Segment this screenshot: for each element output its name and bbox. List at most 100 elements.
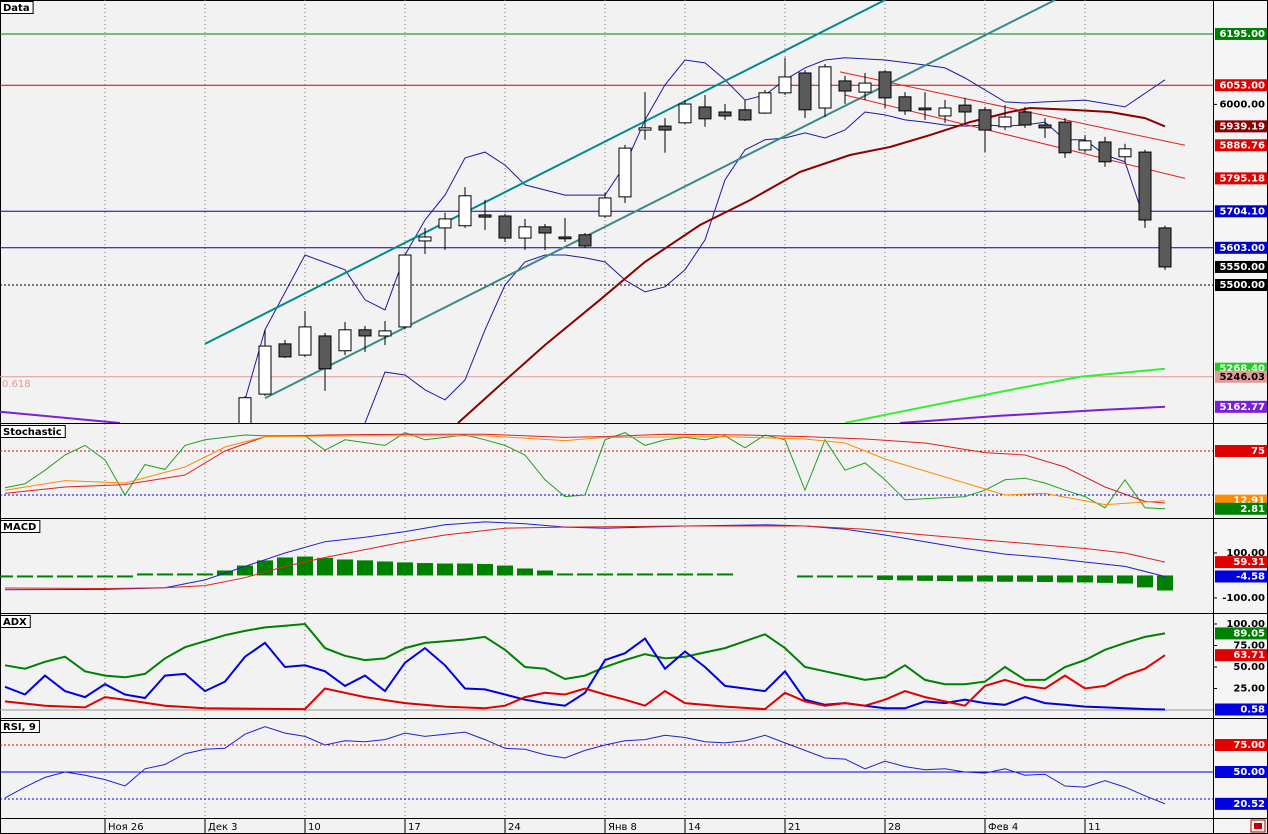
candle-body — [638, 127, 652, 131]
price-tag — [1215, 139, 1267, 152]
candle-body — [998, 116, 1012, 128]
price-tag — [1215, 502, 1267, 515]
histogram-bar — [957, 575, 973, 582]
histogram-bar — [0, 575, 13, 578]
histogram-bar — [337, 559, 353, 576]
indicator-line — [4, 622, 1166, 686]
indicator-line — [244, 57, 1166, 401]
x-tick-label: 28 — [888, 822, 901, 833]
price-tag-label: 5704.10 — [1219, 206, 1265, 217]
x-tick-label: Ноя 26 — [108, 822, 144, 833]
candle-body — [238, 397, 252, 423]
candle-body — [1118, 148, 1132, 158]
price-tag-label: 75.00 — [1233, 740, 1265, 751]
histogram-bar — [677, 573, 693, 576]
x-tick-label: Янв 8 — [608, 822, 637, 833]
price-tag — [1215, 120, 1267, 133]
indicator-line — [4, 525, 1166, 590]
pane-title-box — [0, 1, 34, 14]
price-tag — [1215, 172, 1267, 185]
histogram-bar — [497, 565, 513, 576]
price-tag-label: 5162.77 — [1219, 402, 1265, 413]
price-tag — [1215, 260, 1267, 273]
x-tick-label: 24 — [508, 822, 521, 833]
candle-body — [458, 195, 472, 227]
price-tag — [1215, 627, 1267, 640]
histogram-bar — [17, 575, 33, 578]
histogram-bar — [1037, 575, 1053, 582]
y-tick-label: 6000.00 — [1219, 99, 1265, 110]
scroll-button-icon[interactable] — [1254, 823, 1262, 829]
price-tag-label: 6053.00 — [1219, 80, 1265, 91]
candle-body — [498, 215, 512, 239]
histogram-bar — [537, 570, 553, 576]
x-tick-label: 21 — [788, 822, 801, 833]
price-tag — [1215, 570, 1267, 583]
x-tick-label: 11 — [1088, 822, 1101, 833]
y-tick-label: 75.00 — [1233, 640, 1265, 651]
price-tag-label: 5795.18 — [1219, 173, 1265, 184]
histogram-bar — [457, 563, 473, 576]
candle-body — [918, 107, 932, 111]
candle-body — [398, 254, 412, 328]
indicator-line — [4, 435, 1166, 506]
histogram-bar — [937, 575, 953, 582]
price-tag-label: 5886.76 — [1219, 140, 1265, 151]
histogram-bar — [357, 560, 373, 576]
price-tag — [1215, 279, 1267, 292]
indicator-line — [0, 410, 121, 423]
histogram-bar — [1137, 575, 1153, 588]
histogram-bar — [257, 560, 273, 576]
histogram-bar — [77, 575, 93, 578]
histogram-bar — [517, 568, 533, 576]
histogram-bar — [137, 573, 153, 576]
indicator-line — [364, 111, 1146, 423]
price-tag — [1215, 766, 1267, 779]
level-note: 0.618 — [2, 379, 31, 390]
candle-body — [518, 226, 532, 239]
candle-body — [718, 111, 732, 117]
pane-title: ADX — [3, 617, 27, 628]
candle-body — [758, 92, 772, 114]
candle-body — [978, 109, 992, 131]
price-tag — [1215, 556, 1267, 569]
candle-body — [1078, 140, 1092, 151]
pane — [0, 719, 1213, 818]
histogram-bar — [1157, 575, 1173, 591]
candle-body — [578, 234, 592, 247]
histogram-bar — [657, 573, 673, 576]
price-tag-label: 59.31 — [1233, 557, 1265, 568]
indicator-line — [204, 0, 886, 345]
histogram-bar — [697, 573, 713, 576]
candle-body — [1058, 121, 1072, 154]
price-tag-label: 5268.40 — [1219, 364, 1265, 375]
histogram-bar — [377, 561, 393, 576]
histogram-bar — [97, 575, 113, 578]
price-tag — [1215, 205, 1267, 218]
candle-body — [1018, 111, 1032, 126]
histogram-bar — [237, 565, 253, 576]
candle-body — [658, 125, 672, 131]
price-tag-label: 50.00 — [1233, 767, 1265, 778]
candle-body — [678, 103, 692, 124]
scroll-button[interactable] — [1250, 819, 1266, 833]
candle-body — [278, 343, 292, 358]
y-tick-label: 50.00 — [1233, 662, 1265, 673]
candle-body — [898, 96, 912, 112]
x-tick-label: 17 — [408, 822, 421, 833]
candle-body — [1158, 227, 1172, 268]
pane: 0.618 — [0, 0, 1213, 423]
indicator-line — [264, 0, 1056, 399]
price-tag-label: 5939.19 — [1219, 121, 1265, 132]
y-tick-label: 100.00 — [1226, 619, 1265, 630]
indicator-line — [4, 521, 1166, 591]
candle-body — [878, 71, 892, 99]
x-tick-label: Фев 4 — [988, 822, 1018, 833]
candle-body — [1138, 151, 1152, 221]
indicator-line — [839, 71, 1186, 146]
histogram-bar — [997, 575, 1013, 582]
y-tick-label: 25.00 — [1233, 683, 1265, 694]
histogram-bar — [1117, 575, 1133, 584]
